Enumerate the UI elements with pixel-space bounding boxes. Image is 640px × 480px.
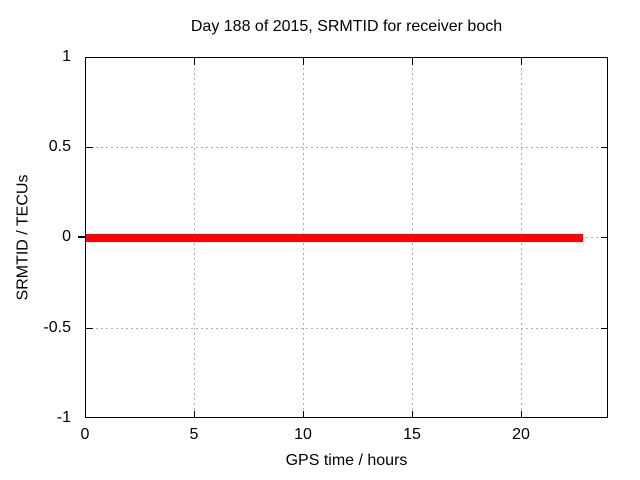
y-tick-label-0: 0 — [62, 228, 71, 245]
tick-left-y-0.5 — [86, 147, 93, 148]
chart-title: Day 188 of 2015, SRMTID for receiver boc… — [190, 18, 503, 35]
tick-right-y-0 — [601, 237, 608, 238]
y-tick-label-0.5: 0.5 — [48, 138, 71, 155]
tick-left-y--0.5 — [86, 328, 93, 329]
y-tick-label--0.5: -0.5 — [43, 319, 71, 336]
tick-top-x-15 — [412, 58, 413, 65]
zero-tick-outer-dash — [78, 236, 85, 238]
series-srmtid-line — [86, 234, 583, 242]
tick-bottom-x-20 — [521, 411, 522, 418]
y-tick-label--1: -1 — [56, 409, 71, 426]
tick-bottom-x-15 — [412, 411, 413, 418]
x-tick-label-20: 20 — [512, 426, 530, 443]
tick-bottom-x-10 — [303, 411, 304, 418]
gridline-y--0.5 — [86, 328, 607, 329]
tick-right-y-0.5 — [601, 147, 608, 148]
tick-bottom-x-5 — [194, 411, 195, 418]
tick-top-x-10 — [303, 58, 304, 65]
x-tick-label-5: 5 — [189, 426, 199, 443]
y-tick-label-1: 1 — [62, 48, 71, 65]
tick-top-x-20 — [521, 58, 522, 65]
tick-top-x-5 — [194, 58, 195, 65]
x-axis-label: GPS time / hours — [285, 452, 408, 469]
x-tick-label-10: 10 — [294, 426, 312, 443]
x-tick-label-15: 15 — [403, 426, 421, 443]
tick-right-y--0.5 — [601, 328, 608, 329]
x-tick-label-0: 0 — [80, 426, 90, 443]
gridline-y-0.5 — [86, 147, 607, 148]
